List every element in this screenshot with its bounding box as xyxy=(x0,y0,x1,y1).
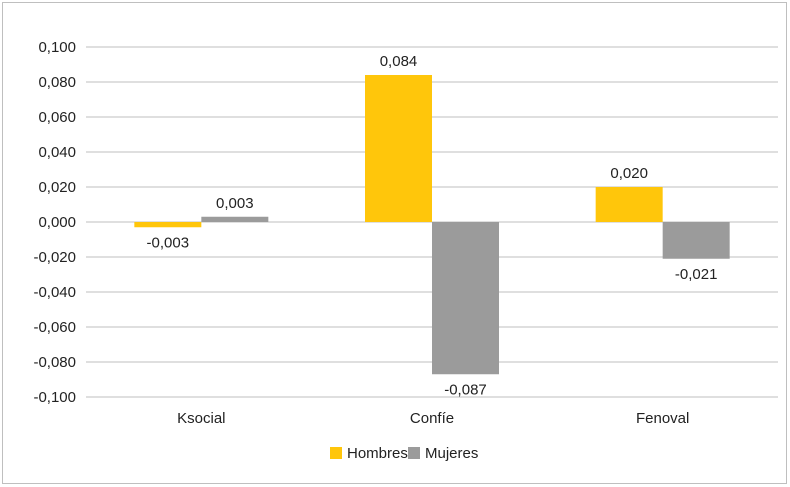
y-tick-label: 0,060 xyxy=(38,109,76,126)
data-label: 0,084 xyxy=(380,53,418,70)
data-label: -0,021 xyxy=(675,266,718,283)
bar-mujeres-ksocial xyxy=(201,216,269,222)
data-label: 0,003 xyxy=(216,195,254,212)
x-category-label: Ksocial xyxy=(177,410,225,427)
bar-hombres-confíe xyxy=(365,75,432,222)
y-tick-label: 0,020 xyxy=(38,179,76,196)
y-tick-label: -0,060 xyxy=(33,319,76,336)
x-category-label: Confíe xyxy=(410,410,454,427)
data-label: -0,003 xyxy=(147,234,190,251)
bar-mujeres-fenoval xyxy=(662,222,730,259)
legend-label: Mujeres xyxy=(425,445,478,462)
bars xyxy=(134,75,730,375)
bar-mujeres-confíe xyxy=(432,222,499,375)
y-tick-label: 0,100 xyxy=(38,39,76,56)
y-tick-label: -0,100 xyxy=(33,389,76,406)
data-label: 0,020 xyxy=(610,165,648,182)
y-tick-label: -0,080 xyxy=(33,354,76,371)
y-tick-label: -0,020 xyxy=(33,249,76,266)
legend-swatch-hombres xyxy=(330,447,342,459)
y-axis: 0,100 0,080 0,060 0,040 0,020 0,000 -0,020 -0,0… xyxy=(33,39,76,406)
legend-swatch-mujeres xyxy=(408,447,420,459)
y-tick-label: 0,000 xyxy=(38,214,76,231)
y-tick-label: 0,040 xyxy=(38,144,76,161)
legend-label: Hombres xyxy=(347,445,408,462)
x-category-label: Fenoval xyxy=(636,410,689,427)
y-tick-label: 0,080 xyxy=(38,74,76,91)
legend: Hombres Mujeres xyxy=(330,445,478,462)
bar-hombres-fenoval xyxy=(595,187,663,222)
data-label: -0,087 xyxy=(444,381,487,398)
y-tick-label: -0,040 xyxy=(33,284,76,301)
x-axis: Ksocial Confíe Fenoval xyxy=(177,410,689,427)
data-labels: -0,003 0,003 0,084 -0,087 0,020 -0,021 xyxy=(147,53,718,398)
bar-hombres-ksocial xyxy=(134,222,202,228)
